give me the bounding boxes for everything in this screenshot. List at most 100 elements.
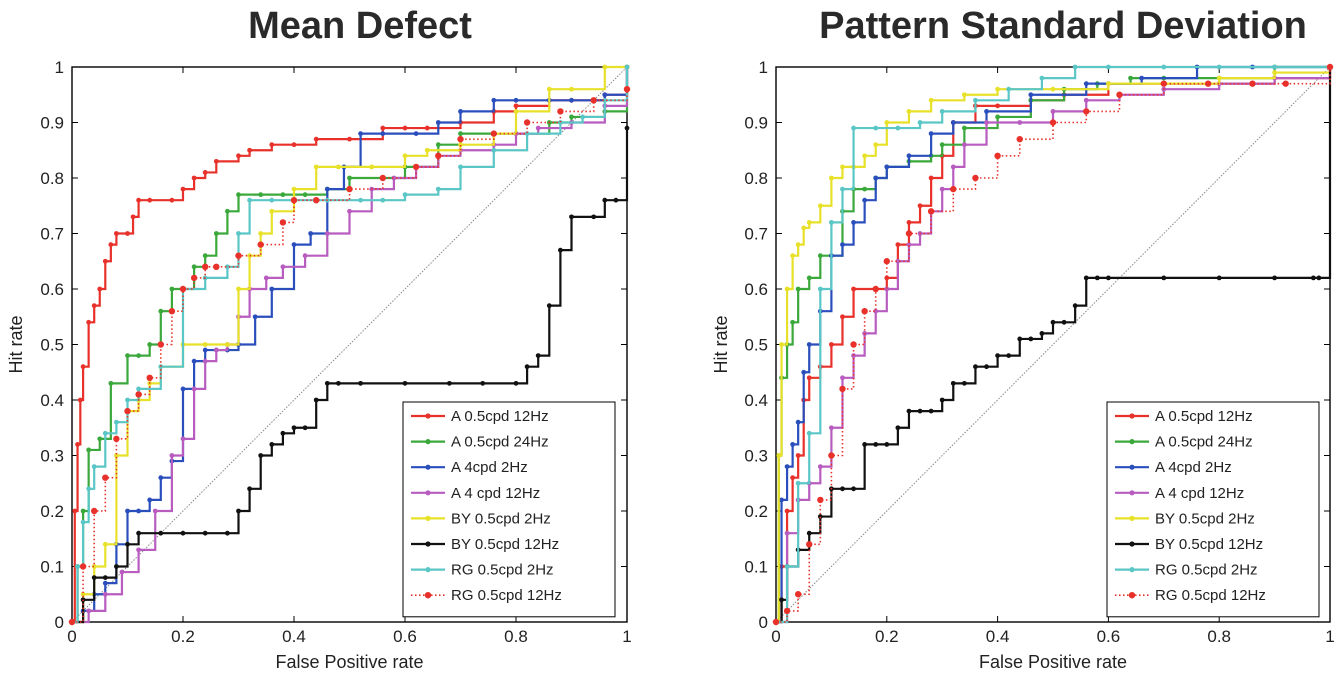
legend-swatch-marker bbox=[1129, 490, 1135, 496]
data-point bbox=[839, 385, 846, 393]
y-tick-label: 0.5 bbox=[40, 336, 64, 355]
data-point bbox=[136, 386, 142, 392]
series-line bbox=[72, 65, 627, 624]
data-point bbox=[247, 147, 253, 153]
data-point bbox=[817, 464, 823, 469]
series-6 bbox=[69, 125, 630, 625]
data-point bbox=[795, 242, 801, 248]
data-point bbox=[917, 408, 923, 414]
x-tick-label: 0.8 bbox=[504, 627, 528, 646]
data-point bbox=[806, 430, 812, 436]
data-point bbox=[114, 419, 119, 425]
data-point bbox=[458, 142, 463, 148]
data-point bbox=[623, 86, 631, 93]
data-point bbox=[147, 197, 153, 203]
data-point bbox=[558, 247, 563, 253]
data-point bbox=[91, 564, 97, 569]
data-point bbox=[179, 285, 187, 293]
data-point bbox=[961, 380, 967, 386]
data-point bbox=[125, 231, 130, 236]
data-point bbox=[113, 435, 120, 443]
legend-swatch-marker bbox=[425, 439, 431, 445]
data-point bbox=[801, 369, 807, 375]
data-point bbox=[817, 203, 823, 209]
data-point bbox=[236, 231, 241, 236]
data-point bbox=[1083, 275, 1089, 281]
y-tick-label: 0.5 bbox=[744, 336, 768, 355]
data-point bbox=[424, 147, 430, 153]
data-point bbox=[784, 508, 790, 514]
y-tick-label: 0.9 bbox=[744, 114, 768, 133]
x-tick-label: 0.2 bbox=[171, 627, 195, 646]
data-point bbox=[851, 286, 856, 292]
data-point bbox=[191, 264, 197, 270]
data-point bbox=[191, 358, 197, 364]
data-point bbox=[336, 164, 341, 170]
data-point bbox=[269, 208, 275, 214]
data-point bbox=[939, 397, 945, 403]
data-point bbox=[895, 125, 901, 131]
series-line bbox=[776, 67, 1332, 624]
data-point bbox=[424, 125, 430, 131]
data-point bbox=[546, 303, 552, 309]
x-tick-label: 0.4 bbox=[986, 627, 1010, 646]
data-point bbox=[895, 242, 901, 248]
legend: A 0.5cpd 12Hz A 0.5cpd 24Hz A 4cpd 2Hz A 4 … bbox=[1106, 401, 1320, 618]
data-point bbox=[324, 231, 330, 236]
data-point bbox=[790, 319, 796, 325]
data-point bbox=[136, 508, 142, 514]
data-point bbox=[125, 508, 130, 514]
data-point bbox=[851, 486, 856, 492]
legend-swatch-marker bbox=[425, 541, 431, 547]
data-point bbox=[213, 263, 220, 270]
legend-swatch-marker bbox=[425, 567, 431, 573]
data-point bbox=[1216, 64, 1222, 70]
data-point bbox=[402, 153, 408, 159]
data-point bbox=[225, 208, 230, 214]
legend-label: A 0.5cpd 24Hz bbox=[451, 434, 549, 451]
y-axis-label: Hit rate bbox=[6, 315, 26, 373]
data-point bbox=[91, 464, 97, 469]
data-point bbox=[1072, 64, 1078, 70]
data-point bbox=[928, 175, 934, 181]
data-point bbox=[169, 453, 175, 458]
data-point bbox=[884, 286, 890, 292]
data-point bbox=[984, 120, 989, 125]
data-point bbox=[513, 103, 519, 109]
data-point bbox=[91, 575, 97, 580]
data-point bbox=[236, 508, 241, 514]
legend-swatch-marker bbox=[1129, 567, 1135, 573]
data-point bbox=[784, 286, 790, 292]
data-point bbox=[86, 608, 92, 614]
data-point bbox=[202, 253, 208, 259]
data-point bbox=[402, 380, 408, 386]
data-point bbox=[169, 197, 175, 203]
data-point bbox=[202, 170, 208, 175]
data-point bbox=[252, 314, 258, 320]
data-point bbox=[851, 220, 856, 225]
chart-title: Pattern Standard Deviation bbox=[819, 5, 1307, 47]
data-point bbox=[535, 353, 541, 358]
data-point bbox=[75, 442, 80, 447]
data-point bbox=[557, 108, 564, 115]
data-point bbox=[624, 64, 630, 70]
data-point bbox=[840, 164, 845, 170]
data-point bbox=[984, 364, 989, 370]
data-point bbox=[790, 475, 796, 481]
data-point bbox=[1106, 64, 1111, 70]
x-tick-label: 0.8 bbox=[1207, 627, 1231, 646]
data-point bbox=[302, 192, 308, 198]
data-point bbox=[236, 286, 241, 292]
data-point bbox=[180, 186, 186, 192]
data-point bbox=[435, 142, 441, 148]
data-point bbox=[569, 214, 574, 220]
data-point bbox=[68, 618, 76, 626]
data-point bbox=[86, 447, 92, 453]
data-point bbox=[491, 147, 497, 153]
data-point bbox=[783, 607, 791, 615]
data-point bbox=[157, 341, 164, 348]
data-point bbox=[236, 153, 241, 159]
data-point bbox=[883, 258, 890, 265]
data-point bbox=[917, 203, 923, 209]
